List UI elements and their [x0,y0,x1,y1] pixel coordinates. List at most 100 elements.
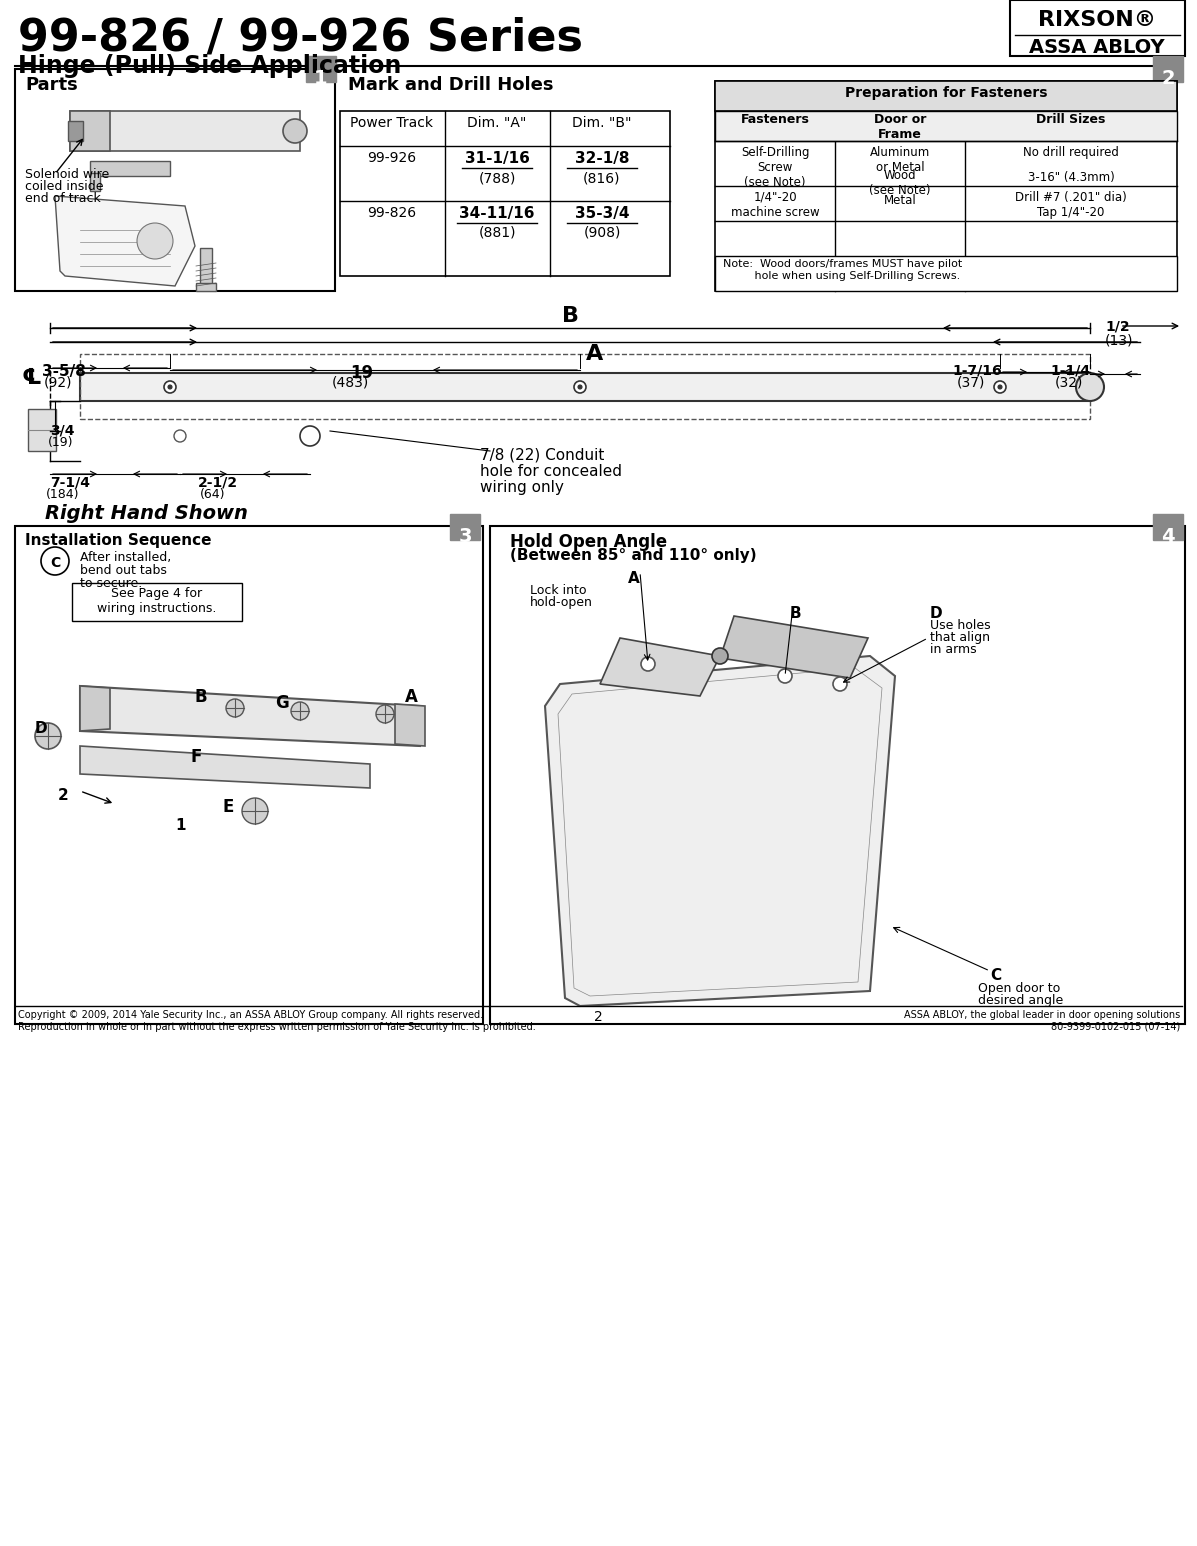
Text: desired angle: desired angle [978,994,1063,1006]
Text: D: D [35,720,48,736]
Text: Drill Sizes: Drill Sizes [1037,113,1106,127]
Text: end of track: end of track [25,192,101,206]
Bar [90,161,170,176]
Text: Door or
Frame: Door or Frame [874,113,926,141]
Text: A: A [405,688,418,707]
Text: 1: 1 [314,70,328,88]
Text: 31-1/16: 31-1/16 [464,152,529,165]
Bar [69,111,110,152]
Bar [28,410,56,451]
Text: Note:  Wood doors/frames MUST have pilot
         hole when using Self-Drilling : Note: Wood doors/frames MUST have pilot … [723,260,962,281]
Text: hole for concealed: hole for concealed [480,464,622,479]
Bar [69,111,300,152]
Circle shape [282,119,306,142]
Text: B: B [561,306,578,326]
Bar [68,121,83,141]
Text: ASSA ABLOY, the global leader in door opening solutions
80-9399-0102-015 (07-14): ASSA ABLOY, the global leader in door op… [904,1010,1180,1031]
Bar [80,373,1090,400]
Text: 1-1/4: 1-1/4 [1050,363,1090,379]
Text: Fasteners: Fasteners [741,113,809,127]
Text: 2: 2 [1161,70,1174,88]
Text: (881): (881) [479,226,516,240]
Circle shape [291,702,309,720]
Text: (64): (64) [200,489,225,501]
Text: Drill #7 (.201" dia)
Tap 1/4"-20: Drill #7 (.201" dia) Tap 1/4"-20 [1015,192,1126,220]
Text: (19): (19) [48,436,73,448]
Text: Hinge (Pull) Side Application: Hinge (Pull) Side Application [18,54,401,77]
Text: (32): (32) [1055,376,1083,390]
Text: Parts: Parts [25,76,78,94]
Text: Dim. "A": Dim. "A" [467,116,527,130]
Bar [715,111,1177,141]
Text: 99-926: 99-926 [367,152,417,165]
Text: 3: 3 [458,527,472,546]
Circle shape [712,648,728,663]
Text: (788): (788) [479,172,516,186]
Circle shape [136,223,174,260]
Bar [490,526,1185,1023]
Circle shape [226,699,244,717]
Text: 7-1/4: 7-1/4 [50,476,90,490]
Polygon shape [80,747,370,788]
Text: ASSA ABLOY: ASSA ABLOY [1029,39,1165,57]
Circle shape [578,385,582,390]
Bar [1153,56,1183,82]
Text: Metal: Metal [883,193,917,207]
Text: (483): (483) [332,376,369,390]
Circle shape [1088,385,1092,390]
Text: B: B [790,606,802,621]
Polygon shape [395,703,425,747]
Polygon shape [80,686,110,731]
Polygon shape [80,686,420,747]
Bar [715,80,1177,111]
Text: 99-826: 99-826 [367,206,417,220]
Text: 2: 2 [594,1010,602,1023]
Text: 19: 19 [350,363,373,382]
Bar [1153,513,1183,540]
Text: Installation Sequence: Installation Sequence [25,533,212,547]
Text: Right Hand Shown: Right Hand Shown [45,504,248,523]
Text: See Page 4 for
wiring instructions.: See Page 4 for wiring instructions. [97,587,217,615]
Bar [196,283,215,291]
Text: B: B [195,688,207,707]
Text: wiring only: wiring only [480,479,564,495]
Circle shape [242,798,268,824]
Text: C: C [990,968,1001,983]
Polygon shape [55,196,195,286]
Text: 1/4"-20
machine screw: 1/4"-20 machine screw [730,192,819,220]
Text: 1: 1 [175,818,186,833]
Circle shape [994,380,1005,393]
Text: Dim. "B": Dim. "B" [572,116,632,130]
Circle shape [1076,373,1104,400]
Circle shape [35,724,61,748]
Text: A: A [628,570,639,586]
Text: coiled inside: coiled inside [25,179,103,193]
Circle shape [833,677,847,691]
Bar [1010,0,1185,56]
Circle shape [642,657,655,671]
Bar [306,56,336,82]
Text: 32-1/8: 32-1/8 [575,152,630,165]
Circle shape [376,705,394,724]
Text: A: A [587,345,603,363]
Text: 3/4: 3/4 [50,424,74,438]
Polygon shape [600,638,721,696]
Circle shape [778,669,792,683]
Text: F: F [190,748,201,765]
Text: 99-826 / 99-926 Series: 99-826 / 99-926 Series [18,15,583,59]
Bar [16,526,484,1023]
Text: 1-7/16: 1-7/16 [952,363,1002,379]
Text: Hold Open Angle: Hold Open Angle [510,533,667,550]
Bar [80,354,1090,419]
Text: Wood
(see Note): Wood (see Note) [869,169,931,196]
Text: Preparation for Fasteners: Preparation for Fasteners [845,87,1047,100]
Text: (92): (92) [44,376,73,390]
Text: 34-11/16: 34-11/16 [460,206,535,221]
Text: (13): (13) [1105,334,1134,348]
Text: C: C [50,557,60,570]
Bar [72,583,242,621]
Circle shape [998,385,1002,390]
Text: 35-3/4: 35-3/4 [575,206,630,221]
Bar [715,80,1177,291]
Circle shape [300,427,320,445]
